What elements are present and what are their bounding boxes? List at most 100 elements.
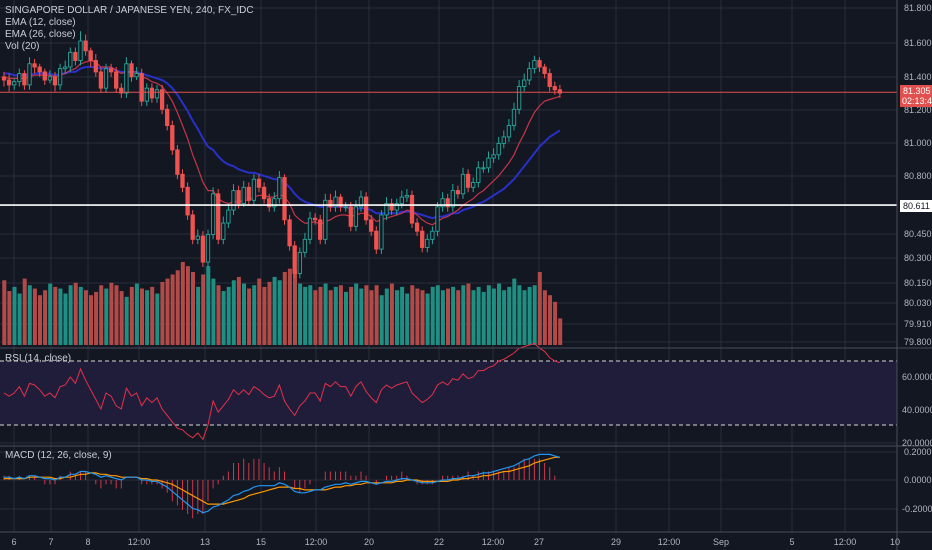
- volume-bar: [272, 276, 277, 345]
- volume-bar: [134, 283, 139, 345]
- volume-bar: [231, 280, 236, 345]
- candle-body: [537, 60, 542, 68]
- legend-ema12[interactable]: EMA (12, close): [5, 17, 76, 28]
- volume-bar: [558, 318, 563, 345]
- time-label: 6: [11, 537, 16, 547]
- candle-body: [88, 50, 93, 61]
- volume-bar: [369, 290, 374, 345]
- volume-bar: [7, 291, 12, 345]
- time-label: 29: [611, 537, 621, 547]
- time-label: 20: [364, 537, 374, 547]
- volume-bar: [22, 278, 27, 345]
- candle-body: [175, 149, 180, 175]
- volume-bar: [410, 285, 415, 345]
- macd-legend[interactable]: MACD (12, 26, close, 9): [5, 450, 112, 461]
- volume-bar: [150, 286, 155, 345]
- candle-body: [170, 125, 175, 151]
- volume-bar: [282, 271, 287, 345]
- volume-bar: [63, 293, 68, 345]
- candle-body: [404, 194, 410, 198]
- candle-body: [328, 199, 333, 208]
- time-label: 12:00: [658, 537, 681, 547]
- volume-bar: [12, 286, 17, 345]
- volume-bar: [328, 290, 333, 345]
- candle-body: [12, 81, 17, 86]
- volume-bar: [201, 274, 206, 345]
- volume-bars: [2, 262, 563, 345]
- current-price-label: 81.305: [903, 86, 931, 96]
- volume-bar: [430, 286, 435, 345]
- candle-body: [511, 108, 517, 126]
- macd-tick: -0.2000: [902, 504, 932, 514]
- volume-bar: [527, 286, 532, 345]
- volume-bar: [252, 285, 257, 345]
- candle-body: [241, 186, 246, 205]
- volume-bar: [507, 286, 512, 345]
- volume-bar: [308, 285, 313, 345]
- time-label: Sep: [713, 537, 729, 547]
- candle-body: [83, 40, 88, 52]
- candle-body: [348, 206, 353, 227]
- candle-body: [103, 68, 109, 89]
- candle-body: [532, 60, 537, 70]
- volume-bar: [221, 291, 226, 345]
- volume-bar: [2, 280, 7, 345]
- rsi-line: [3, 342, 561, 441]
- candle-body: [149, 87, 155, 99]
- volume-bar: [78, 286, 83, 345]
- candle-body: [333, 196, 338, 208]
- candle-body: [22, 73, 27, 86]
- time-label: 12:00: [834, 537, 857, 547]
- volume-bar: [425, 293, 430, 345]
- candle-body: [440, 198, 445, 208]
- volume-bar: [359, 288, 364, 345]
- candle-body: [139, 73, 144, 102]
- volume-bar: [395, 290, 399, 345]
- volume-bar: [349, 286, 354, 345]
- candle-body: [358, 196, 364, 208]
- candle-body: [552, 86, 557, 91]
- volume-bar: [313, 290, 318, 345]
- header-legend: SINGAPORE DOLLAR / JAPANESE YEN, 240, FX…: [5, 5, 254, 52]
- volume-bar: [456, 290, 461, 345]
- time-label: 27: [534, 537, 544, 547]
- price-tick: 81.600: [904, 38, 932, 48]
- volume-bar: [466, 283, 471, 345]
- price-tick: 81.200: [904, 105, 932, 115]
- volume-bar: [38, 295, 42, 345]
- volume-bar: [185, 266, 190, 345]
- candle-body: [384, 203, 389, 216]
- legend-volume[interactable]: Vol (20): [5, 41, 39, 52]
- volume-bar: [440, 290, 445, 345]
- rsi-band-fill: [0, 361, 897, 425]
- volume-bar: [83, 290, 88, 345]
- candles[interactable]: [1, 31, 563, 279]
- time-label: 22: [434, 537, 444, 547]
- candle-body: [282, 177, 287, 221]
- volume-bar: [517, 285, 522, 345]
- volume-bar: [114, 285, 119, 345]
- volume-bar: [415, 288, 420, 345]
- candle-body: [374, 230, 379, 250]
- candle-body: [297, 251, 302, 274]
- candle-body: [389, 203, 394, 211]
- candle-body: [195, 235, 200, 240]
- volume-bar: [420, 290, 425, 345]
- macd-layer: [3, 453, 561, 519]
- candle-body: [465, 173, 471, 188]
- volume-bar: [160, 281, 165, 345]
- candle-body: [93, 60, 98, 73]
- candle-body: [522, 79, 527, 87]
- candle-body: [323, 199, 328, 240]
- volume-bar: [476, 286, 481, 345]
- candle-body: [68, 51, 73, 68]
- volume-bar: [379, 295, 384, 345]
- volume-bar: [32, 288, 37, 345]
- legend-ema26[interactable]: EMA (26, close): [5, 29, 76, 40]
- rsi-legend[interactable]: RSI (14, close): [5, 353, 71, 364]
- candle-body: [251, 178, 257, 201]
- candle-body: [353, 206, 359, 227]
- volume-bar: [155, 293, 160, 345]
